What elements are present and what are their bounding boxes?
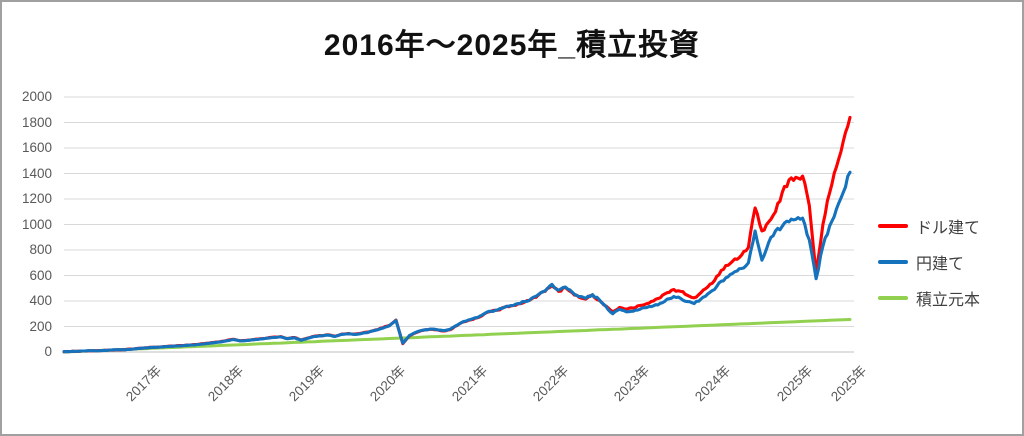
y-tick-label: 1200 <box>21 191 52 206</box>
series-line-積立元本 <box>62 318 852 354</box>
y-tick-label: 1000 <box>21 216 52 232</box>
chart-title: 2016年～2025年_積立投資 <box>323 29 701 62</box>
legend-label-yen: 円建て <box>916 256 965 273</box>
legend-item-usd: ドル建て <box>878 208 980 244</box>
y-tick-label: 1600 <box>21 140 52 155</box>
legend-item-principal: 積立元本 <box>878 280 980 316</box>
legend-label-usd: ドル建て <box>916 220 981 237</box>
y-tick-label: 400 <box>29 293 52 308</box>
y-tick-label: 200 <box>29 318 52 334</box>
y-tick-label: 2000 <box>21 89 52 104</box>
y-tick-label: 600 <box>29 267 52 283</box>
series-line-円建て <box>62 170 852 354</box>
legend-line-blue-icon <box>878 260 908 264</box>
y-tick-label: 1400 <box>21 165 52 181</box>
y-tick-label: 1800 <box>21 114 52 130</box>
y-tick-label: 800 <box>29 242 52 257</box>
legend-line-red-icon <box>878 224 908 228</box>
legend-item-yen: 円建て <box>878 244 980 280</box>
legend-line-green-icon <box>878 296 908 300</box>
series-line-ドル建て <box>62 115 852 354</box>
y-tick-label: 0 <box>44 344 52 359</box>
legend: ドル建て 円建て 積立元本 <box>878 208 980 316</box>
legend-label-principal: 積立元本 <box>916 292 981 309</box>
